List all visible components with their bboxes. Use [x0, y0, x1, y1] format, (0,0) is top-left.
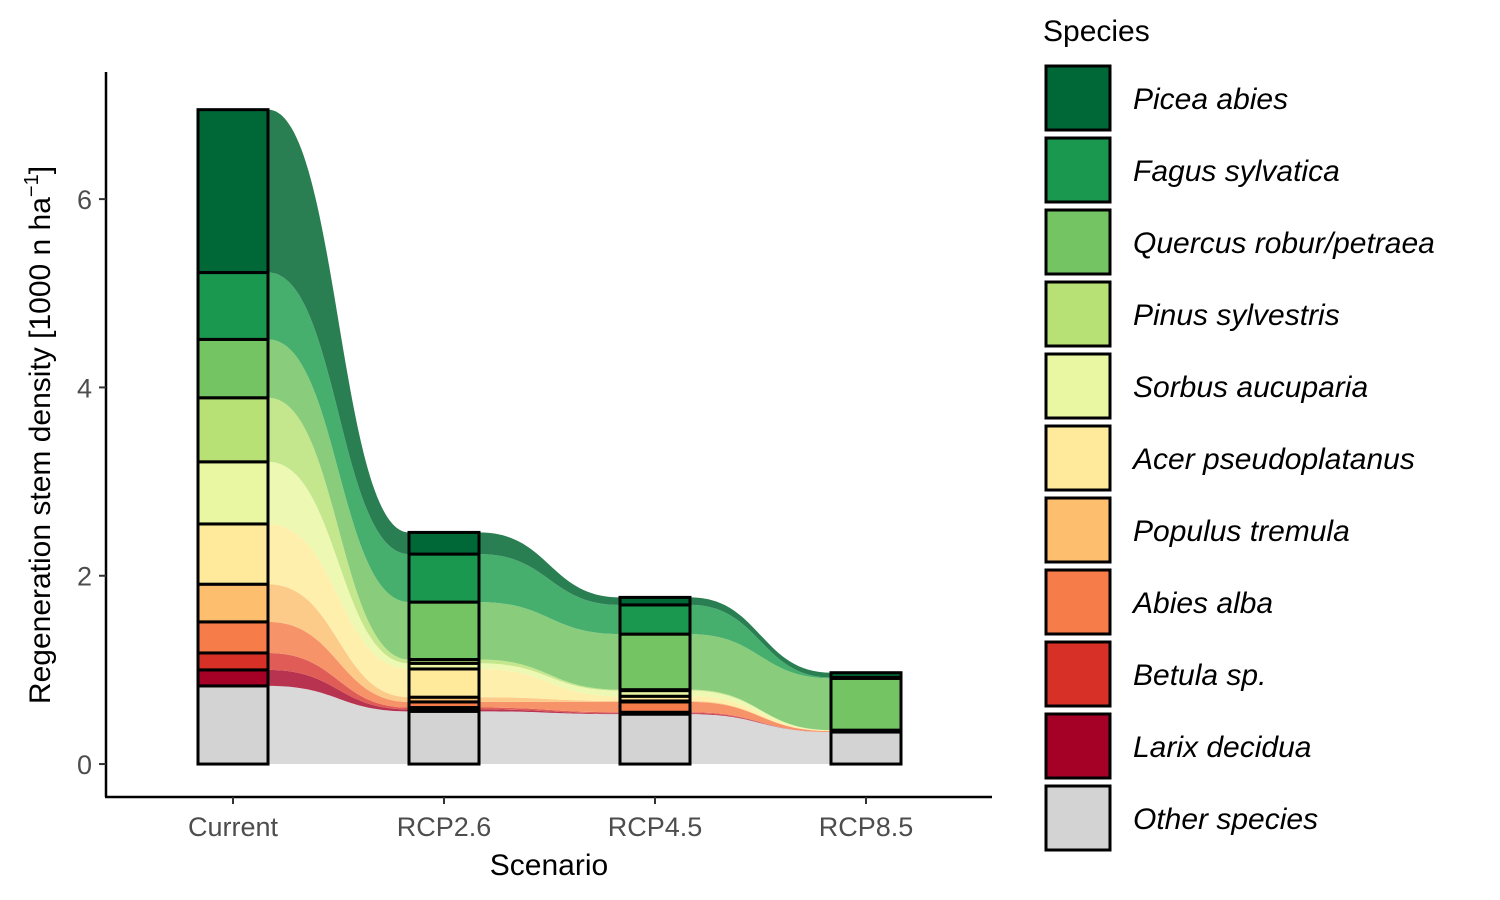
legend: Species Picea abies Fagus sylvatica Quercu…	[1043, 15, 1435, 852]
flow-quercus-robur-petraea-3	[690, 634, 831, 731]
flow-sorbus-aucuparia-1	[268, 461, 409, 669]
legend-label-pinus-sylvestris: Pinus sylvestris	[1133, 299, 1340, 332]
legend-swatch-picea-abies	[1044, 64, 1112, 132]
bar-rcp4-5-quercus-robur-petraea	[618, 632, 692, 692]
bar-rcp2-6-fagus-sylvatica	[407, 552, 481, 604]
flow-other-species-2	[479, 711, 620, 765]
flow-acer-pseudoplatanus-3	[690, 696, 831, 732]
bar-stacks	[196, 108, 903, 766]
flow-abies-alba-3	[690, 701, 831, 733]
legend-swatch-pinus-sylvestris	[1044, 280, 1112, 348]
bar-current-populus-tremula	[196, 582, 270, 624]
x-tick-label: RCP4.5	[608, 812, 703, 842]
bar-current-abies-alba	[196, 620, 270, 655]
flow-picea-abies-2	[479, 532, 620, 605]
x-tick-label: RCP2.6	[397, 812, 492, 842]
flow-picea-abies-3	[690, 597, 831, 678]
flow-betula-sp-1	[268, 652, 409, 710]
bar-current-acer-pseudoplatanus	[196, 522, 270, 586]
flow-larix-decidua-1	[268, 669, 409, 712]
flow-populus-tremula-2	[479, 697, 620, 702]
legend-swatch-abies-alba	[1044, 568, 1112, 636]
y-tick-label: 2	[77, 562, 92, 592]
bar-rcp8-5-quercus-robur-petraea	[829, 676, 903, 732]
bar-current-picea-abies	[196, 108, 270, 275]
legend-swatch-acer-pseudoplatanus	[1044, 424, 1112, 492]
y-axis-title-superscript: −1	[21, 174, 43, 197]
legend-label-acer-pseudoplatanus: Acer pseudoplatanus	[1131, 443, 1415, 476]
legend-label-picea-abies: Picea abies	[1133, 83, 1288, 116]
legend-swatch-sorbus-aucuparia	[1044, 352, 1112, 420]
flow-bands	[268, 109, 831, 765]
flow-sorbus-aucuparia-3	[690, 690, 831, 731]
legend-label-betula-sp: Betula sp.	[1133, 659, 1266, 692]
bar-rcp2-6-quercus-robur-petraea	[407, 600, 481, 662]
flow-betula-sp-2	[479, 707, 620, 714]
bar-current-betula-sp	[196, 651, 270, 672]
bar-current-fagus-sylvatica	[196, 271, 270, 341]
flow-other-species-1	[268, 685, 409, 765]
bar-current-quercus-robur-petraea	[196, 337, 270, 400]
bar-rcp2-6-picea-abies	[407, 530, 481, 556]
y-axis-title-main: Regeneration stem density [1000 n ha	[24, 197, 57, 704]
flow-pinus-sylvestris-1	[268, 397, 409, 664]
y-tick-label: 6	[77, 185, 92, 215]
flow-populus-tremula-3	[690, 700, 831, 732]
bar-rcp4-5-fagus-sylvatica	[618, 603, 692, 636]
y-tick-label: 4	[77, 373, 92, 403]
bar-rcp8-5-other-species	[829, 730, 903, 766]
flow-abies-alba-1	[268, 621, 409, 708]
legend-title: Species	[1043, 15, 1150, 48]
flow-pinus-sylvestris-3	[690, 689, 831, 731]
x-tick-label: Current	[188, 812, 279, 842]
flow-fagus-sylvatica-2	[479, 554, 620, 635]
flow-quercus-robur-petraea-2	[479, 602, 620, 690]
y-axis-title: Regeneration stem density [1000 n ha−1]	[21, 166, 57, 704]
y-ticks: 0 2 4 6	[77, 185, 106, 780]
flow-pinus-sylvestris-2	[479, 659, 620, 691]
legend-label-populus-tremula: Populus tremula	[1133, 515, 1350, 548]
y-tick-label: 0	[77, 750, 92, 780]
flow-abies-alba-2	[479, 701, 620, 713]
bar-current-pinus-sylvestris	[196, 396, 270, 464]
bar-current-sorbus-aucuparia	[196, 460, 270, 526]
flow-picea-abies-1	[268, 109, 409, 555]
flow-acer-pseudoplatanus-1	[268, 523, 409, 698]
legend-label-larix-decidua: Larix decidua	[1133, 731, 1311, 764]
legend-label-other-species: Other species	[1133, 803, 1318, 836]
flow-fagus-sylvatica-3	[690, 604, 831, 679]
flow-fagus-sylvatica-1	[268, 272, 409, 603]
flow-acer-pseudoplatanus-2	[479, 668, 620, 701]
flow-populus-tremula-1	[268, 584, 409, 702]
bar-rcp4-5-picea-abies	[618, 595, 692, 607]
flow-quercus-robur-petraea-1	[268, 339, 409, 660]
bar-rcp4-5-abies-alba	[618, 700, 692, 714]
legend-swatch-betula-sp	[1044, 640, 1112, 708]
legend-swatch-fagus-sylvatica	[1044, 136, 1112, 204]
bar-rcp4-5-other-species	[618, 712, 692, 766]
legend-label-quercus-robur-petraea: Quercus robur/petraea	[1133, 227, 1435, 260]
flow-sorbus-aucuparia-2	[479, 663, 620, 697]
bar-rcp8-5-picea-abies	[829, 671, 903, 679]
legend-label-sorbus-aucuparia: Sorbus aucuparia	[1133, 371, 1368, 404]
bar-current-larix-decidua	[196, 668, 270, 688]
legend-swatch-quercus-robur-petraea	[1044, 208, 1112, 276]
legend-label-abies-alba: Abies alba	[1131, 587, 1273, 620]
bar-rcp2-6-acer-pseudoplatanus	[407, 667, 481, 699]
legend-label-fagus-sylvatica: Fagus sylvatica	[1133, 155, 1340, 188]
bar-current-other-species	[196, 684, 270, 766]
flow-other-species-3	[690, 714, 831, 765]
legend-swatch-other-species	[1044, 784, 1112, 852]
legend-swatch-larix-decidua	[1044, 712, 1112, 780]
x-axis-title: Scenario	[490, 849, 608, 882]
bar-rcp2-6-other-species	[407, 709, 481, 766]
legend-swatch-populus-tremula	[1044, 496, 1112, 564]
x-tick-label: RCP8.5	[819, 812, 914, 842]
x-ticks: Current RCP2.6 RCP4.5 RCP8.5	[188, 797, 913, 842]
legend-items: Picea abies Fagus sylvatica Quercus robur/…	[1044, 64, 1435, 852]
flow-larix-decidua-2	[479, 709, 620, 715]
y-axis-title-end: ]	[24, 166, 57, 174]
